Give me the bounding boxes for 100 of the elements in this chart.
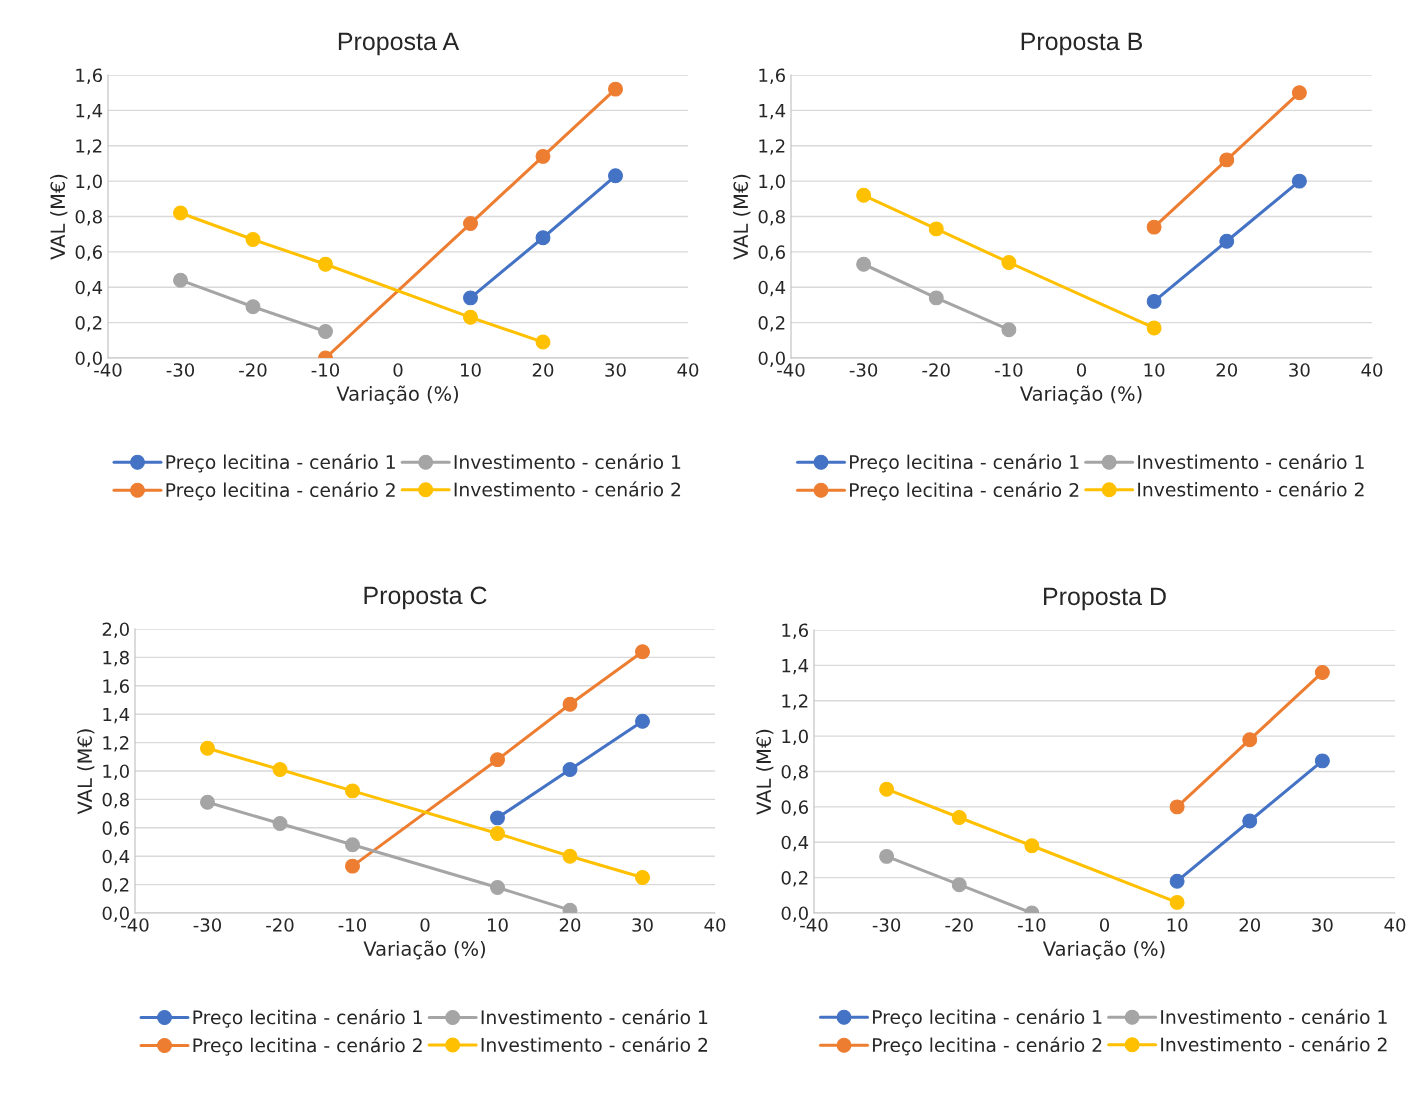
- x-tick-label: -10: [338, 918, 367, 932]
- y-tick-label: 0,8: [75, 209, 102, 226]
- chart-title: Proposta B: [1021, 32, 1143, 56]
- x-tick-label: 10: [461, 363, 481, 377]
- x-tick-label: -30: [166, 363, 195, 377]
- x-axis-title: Variação (%): [1042, 940, 1165, 960]
- y-tick-label: 0,8: [781, 764, 808, 781]
- point: [635, 870, 650, 885]
- y-tick-label: 0,6: [758, 245, 785, 261]
- y-tick-label: 0,8: [758, 209, 785, 226]
- point: [1146, 320, 1162, 336]
- point: [490, 879, 505, 895]
- chart-title: Proposta C: [364, 586, 487, 610]
- chart-title: Proposta A: [338, 32, 460, 56]
- x-tick-label: 20: [1239, 918, 1261, 932]
- point: [1314, 753, 1330, 769]
- legend-label: Investimento - cenário 1: [454, 453, 681, 470]
- x-tick-label: 20: [559, 918, 581, 932]
- legend-label: Investimento - cenário 1: [1138, 453, 1364, 470]
- x-axis-title: Variação (%): [363, 940, 486, 960]
- point: [318, 324, 333, 339]
- point: [928, 290, 944, 306]
- point: [318, 256, 333, 272]
- x-tick-label: 10: [1144, 363, 1165, 377]
- legend-label: Preço lecitina - cenário 1: [193, 1009, 422, 1028]
- point: [1146, 219, 1162, 235]
- y-axis-title: VAL (M€): [50, 174, 68, 260]
- y-tick-label: 0,4: [102, 849, 130, 866]
- point: [1314, 664, 1330, 680]
- x-tick-label: -20: [922, 363, 950, 377]
- x-tick-label: -20: [266, 918, 294, 932]
- y-tick-label: 0,2: [758, 316, 785, 332]
- point: [608, 168, 623, 184]
- x-tick-label: -10: [311, 363, 340, 377]
- legend-label: Investimento - cenário 2: [1161, 1036, 1387, 1052]
- x-tick-label: -30: [849, 363, 878, 377]
- y-axis-title: VAL (M€): [756, 729, 774, 815]
- y-axis-title: VAL (M€): [77, 729, 95, 815]
- point: [856, 187, 872, 203]
- point: [490, 810, 505, 826]
- point: [345, 837, 360, 853]
- legend-label: Investimento - cenário 1: [481, 1009, 708, 1025]
- point: [272, 762, 288, 778]
- legend-label: Preço lecitina - cenário 2: [873, 1036, 1102, 1056]
- x-tick-label: 30: [632, 918, 653, 932]
- y-tick-label: 0,4: [75, 280, 103, 297]
- legend-label: Investimento - cenário 2: [1138, 481, 1364, 497]
- x-tick-label: 30: [1289, 363, 1310, 377]
- point: [879, 848, 895, 864]
- x-tick-label: 30: [605, 363, 626, 377]
- point: [173, 205, 188, 221]
- y-tick-label: 0,6: [102, 821, 129, 837]
- y-tick-label: 1,2: [76, 139, 102, 155]
- point: [951, 877, 967, 893]
- point: [345, 783, 360, 799]
- x-axis-title: Variação (%): [336, 385, 459, 405]
- y-tick-label: 0,4: [758, 280, 786, 297]
- y-tick-label: 1,2: [782, 694, 808, 710]
- point: [1169, 873, 1185, 889]
- x-tick-label: 30: [1312, 918, 1333, 932]
- x-tick-label: 10: [488, 918, 508, 932]
- point: [856, 256, 872, 272]
- point: [1001, 322, 1017, 338]
- point: [608, 81, 623, 97]
- point: [535, 334, 551, 350]
- x-tick-label: 40: [1384, 918, 1406, 932]
- x-tick-label: -20: [945, 918, 973, 932]
- point: [562, 696, 578, 712]
- point: [200, 794, 215, 810]
- point: [463, 290, 478, 306]
- x-tick-label: 10: [1167, 918, 1188, 932]
- y-tick-label: 1,8: [103, 650, 129, 667]
- legend-label: Investimento - cenário 2: [454, 481, 681, 497]
- point: [490, 826, 505, 841]
- point: [245, 232, 261, 247]
- x-tick-label: 0: [393, 363, 403, 377]
- x-axis-title: Variação (%): [1019, 385, 1142, 405]
- point: [928, 221, 944, 237]
- x-tick-label: 40: [704, 918, 726, 932]
- x-tick-label: -10: [1018, 918, 1046, 932]
- point: [200, 740, 215, 756]
- y-tick-label: 0,8: [102, 792, 129, 809]
- point: [463, 309, 478, 325]
- y-tick-label: 1,0: [76, 174, 102, 191]
- point: [245, 299, 261, 315]
- y-tick-label: 2,0: [102, 622, 129, 638]
- point: [1146, 293, 1162, 309]
- point: [490, 752, 505, 768]
- point: [879, 781, 895, 797]
- x-tick-label: -30: [872, 918, 901, 932]
- point: [535, 230, 551, 246]
- point: [345, 858, 360, 874]
- point: [1169, 894, 1185, 910]
- y-tick-label: 1,4: [103, 707, 130, 724]
- legend-label: Preço lecitina - cenário 2: [850, 481, 1079, 501]
- y-axis-title: VAL (M€): [733, 174, 751, 260]
- y-tick-label: 1,4: [759, 104, 786, 120]
- point: [1169, 799, 1185, 815]
- chart-title: Proposta D: [1044, 587, 1166, 611]
- y-tick-label: 1,0: [103, 764, 129, 780]
